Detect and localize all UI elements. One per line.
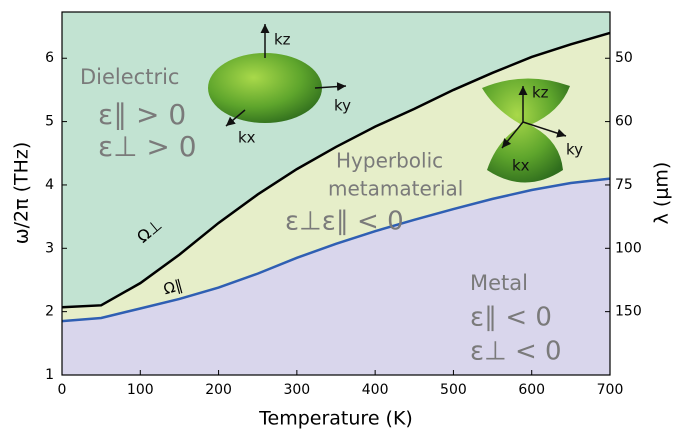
y2-tick-label: 150 bbox=[615, 304, 642, 320]
region-label: Hyperbolic bbox=[336, 149, 443, 173]
x-tick-label: 100 bbox=[127, 382, 154, 398]
x-tick-label: 200 bbox=[205, 382, 232, 398]
y-tick-label: 1 bbox=[45, 367, 54, 383]
y2-tick-label: 50 bbox=[615, 50, 633, 66]
y2-axis-title: λ (μm) bbox=[651, 162, 673, 225]
y2-tick-label: 100 bbox=[615, 240, 642, 256]
y2-tick-label: 60 bbox=[615, 114, 633, 130]
region-label: ε⊥ > 0 bbox=[98, 130, 197, 163]
chart: kz ky kx kz ky kx Dielectric ε∥ > 0 ε⊥ >… bbox=[0, 0, 679, 435]
x-tick-label: 500 bbox=[440, 382, 467, 398]
k-label: kx bbox=[238, 129, 256, 147]
y-tick-label: 3 bbox=[45, 240, 54, 256]
region-label: ε⊥ < 0 bbox=[470, 337, 562, 367]
region-label: ε∥ < 0 bbox=[470, 303, 552, 333]
x-tick-label: 300 bbox=[283, 382, 310, 398]
x-tick-label: 700 bbox=[597, 382, 624, 398]
region-label: ε∥ > 0 bbox=[98, 98, 186, 131]
region-label: Dielectric bbox=[80, 65, 179, 89]
y-tick-label: 6 bbox=[45, 50, 54, 66]
k-label: kz bbox=[532, 84, 549, 102]
region-label: ε⊥ε∥ < 0 bbox=[285, 207, 404, 237]
y-tick-label: 4 bbox=[45, 177, 54, 193]
y-axis-title: ω/2π (THz) bbox=[11, 142, 33, 245]
x-tick-label: 0 bbox=[58, 382, 67, 398]
x-axis-title: Temperature (K) bbox=[258, 408, 413, 430]
region-label: metamaterial bbox=[328, 177, 463, 201]
y-tick-label: 2 bbox=[45, 304, 54, 320]
y2-tick-label: 75 bbox=[615, 177, 633, 193]
y-tick-label: 5 bbox=[45, 114, 54, 130]
x-tick-label: 400 bbox=[362, 382, 389, 398]
k-label: kx bbox=[512, 157, 530, 175]
k-label: ky bbox=[566, 141, 583, 159]
k-label: kz bbox=[274, 31, 291, 49]
region-label: Metal bbox=[470, 271, 528, 295]
x-tick-label: 600 bbox=[518, 382, 545, 398]
k-label: ky bbox=[334, 97, 351, 115]
